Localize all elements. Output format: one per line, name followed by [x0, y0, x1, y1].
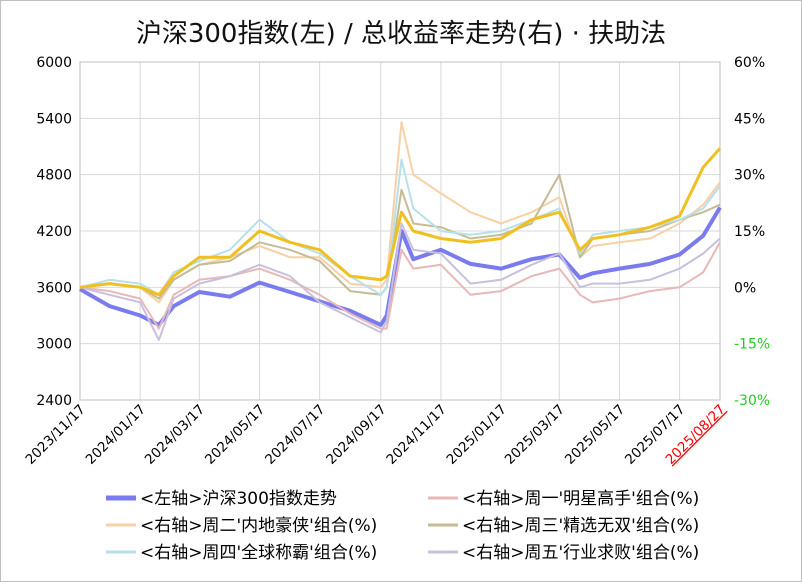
left-tick-label: 3600: [36, 280, 72, 296]
left-tick-label: 4800: [36, 168, 72, 184]
left-axis: 6000 5400 4800 4200 3600 3000 2400: [36, 55, 72, 409]
right-tick-label: 60%: [734, 55, 765, 71]
right-tick-label: 45%: [734, 111, 765, 127]
right-axis: 60% 45% 30% 15% 0% -15% -30%: [734, 55, 770, 409]
series-lines: [79, 121, 722, 341]
legend-label: <右轴>周一'明星高手'组合(%): [462, 489, 699, 509]
right-tick-label: -15%: [734, 337, 770, 353]
grid: [79, 61, 721, 401]
legend-label: <右轴>周四'全球称霸'组合(%): [140, 543, 377, 563]
chart-title: 沪深300指数(左) / 总收益率走势(右) · 扶助法: [136, 19, 666, 49]
right-tick-label: 30%: [734, 168, 765, 184]
left-tick-label: 6000: [36, 55, 72, 71]
right-tick-label: 0%: [734, 280, 756, 296]
legend-label: <右轴>周三'精选无双'组合(%): [462, 516, 699, 536]
left-tick-label: 4200: [36, 224, 72, 240]
series-line: [79, 222, 721, 341]
legend-label: <左轴>沪深300指数走势: [140, 489, 337, 509]
plot-frame: [79, 61, 721, 401]
legend: <左轴>沪深300指数走势 <右轴>周一'明星高手'组合(%) <右轴>周二'内地豪…: [106, 489, 699, 563]
legend-label: <右轴>周二'内地豪侠'组合(%): [140, 515, 377, 536]
left-tick-label: 2400: [36, 393, 72, 409]
right-tick-label: -30%: [734, 393, 770, 409]
legend-label: <右轴>周五'行业求败'组合(%): [462, 543, 699, 563]
left-tick-label: 3000: [36, 337, 72, 353]
right-tick-label: 15%: [734, 224, 765, 240]
left-tick-label: 5400: [36, 111, 72, 127]
series-line: [79, 206, 722, 327]
series-line: [79, 147, 722, 297]
series-line: [79, 241, 721, 330]
